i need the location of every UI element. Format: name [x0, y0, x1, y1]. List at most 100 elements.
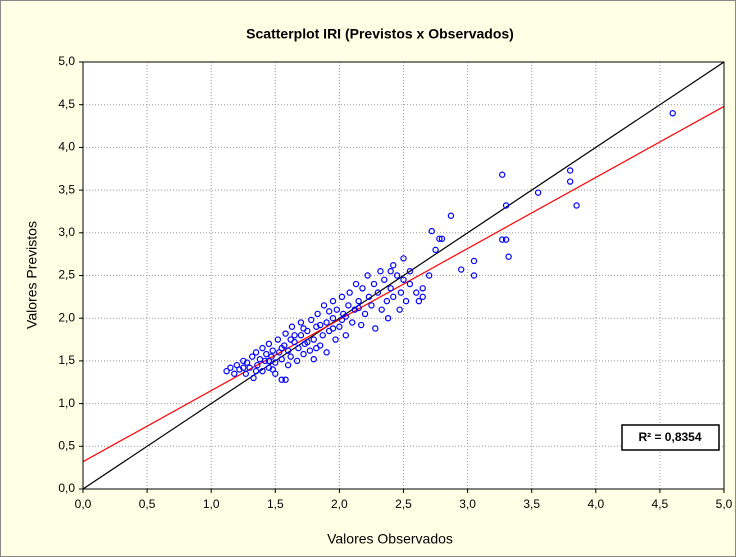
plot-layer: 0,0 0,5 1,0 1,5 2,0 2,5 3,0 3,5 4,0 4,5 5,0 0,0 0,5 1…	[58, 54, 732, 511]
point	[297, 319, 305, 326]
point	[428, 227, 435, 235]
point	[432, 246, 439, 254]
point	[284, 361, 292, 369]
point	[502, 202, 510, 209]
point	[332, 336, 339, 343]
point	[293, 357, 301, 365]
point	[566, 167, 574, 174]
point	[499, 171, 506, 178]
point	[387, 268, 394, 275]
point	[297, 332, 305, 339]
point	[246, 364, 253, 371]
x-axis-label: Valores Observados	[327, 531, 453, 547]
point	[269, 347, 276, 354]
point	[364, 272, 371, 279]
point	[320, 302, 328, 309]
point	[254, 361, 261, 369]
point	[419, 285, 426, 292]
point	[329, 315, 337, 322]
point	[263, 350, 270, 358]
point	[223, 367, 230, 375]
x-tick-label: 0,5	[139, 497, 156, 511]
point	[329, 325, 337, 332]
point	[400, 255, 407, 262]
point	[274, 336, 282, 343]
point	[361, 310, 369, 318]
point	[400, 276, 407, 283]
point	[265, 340, 273, 348]
point	[368, 302, 375, 309]
point	[295, 344, 302, 352]
point	[313, 344, 320, 352]
point	[300, 350, 307, 358]
y-tick-label: 3,5	[58, 182, 75, 196]
point	[243, 359, 251, 366]
point	[355, 304, 362, 312]
point	[310, 336, 317, 343]
y-tick-label: 0,5	[58, 438, 75, 452]
y-tick-label: 5,0	[58, 54, 75, 68]
point	[345, 302, 352, 309]
point	[287, 336, 294, 343]
point	[288, 323, 296, 330]
point	[252, 349, 260, 356]
point	[242, 370, 250, 377]
point	[438, 235, 446, 242]
point	[252, 367, 260, 375]
y-axis-label: Valores Previstos	[24, 221, 40, 329]
point	[573, 202, 580, 209]
point	[387, 285, 394, 292]
point	[325, 308, 333, 315]
point	[383, 297, 391, 305]
point	[413, 289, 420, 296]
point	[534, 189, 542, 196]
point	[352, 280, 360, 288]
point	[278, 376, 285, 383]
point	[502, 236, 510, 243]
point	[282, 376, 289, 383]
point	[323, 349, 330, 356]
point	[323, 319, 330, 326]
point	[300, 325, 307, 332]
x-tick-label: 3,0	[459, 497, 476, 511]
point	[470, 257, 478, 265]
point	[415, 297, 423, 305]
x-tick-label: 2,5	[395, 497, 412, 511]
x-tick-label: 3,5	[523, 497, 540, 511]
point	[278, 355, 285, 363]
point	[425, 272, 433, 279]
point	[314, 310, 321, 318]
x-tick-label: 1,0	[203, 497, 220, 511]
point	[505, 253, 512, 260]
chart-title: Scatterplot IRI (Previstos x Observados)	[246, 26, 514, 42]
y-tick-label: 3,0	[58, 225, 75, 239]
point	[329, 297, 337, 305]
annotation-box	[621, 424, 720, 451]
point	[265, 357, 273, 365]
point	[310, 355, 317, 363]
point	[269, 366, 276, 373]
y-tick-label: 1,5	[58, 353, 75, 367]
fit-line	[83, 105, 724, 463]
point	[390, 293, 397, 301]
y-tick-label: 2,5	[58, 268, 75, 282]
point	[287, 353, 294, 360]
point	[393, 272, 401, 279]
point	[381, 276, 388, 283]
point	[316, 321, 324, 329]
y-tick-label: 1,0	[58, 396, 75, 410]
x-tick-label: 1,5	[267, 497, 284, 511]
point	[419, 293, 426, 301]
y-tick-label: 4,5	[58, 97, 75, 111]
point	[231, 370, 238, 377]
point	[355, 297, 362, 305]
point	[272, 359, 279, 366]
point	[291, 332, 298, 339]
point	[406, 268, 414, 275]
point	[384, 315, 392, 322]
point	[250, 374, 257, 382]
point	[261, 357, 269, 365]
point	[342, 313, 350, 320]
point	[470, 272, 478, 279]
